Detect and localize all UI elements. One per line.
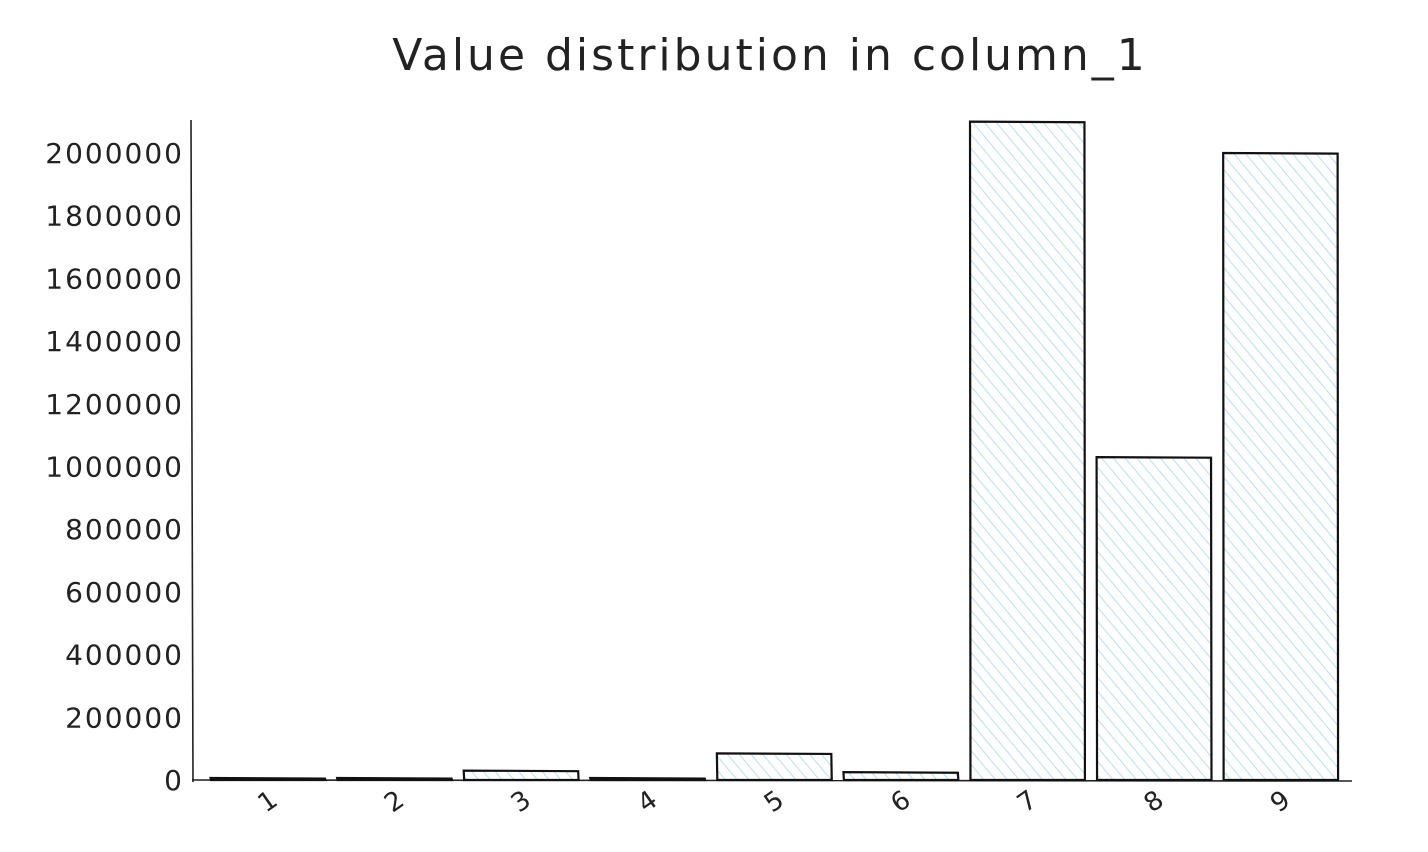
y-tick-label: 2000000 (45, 137, 184, 170)
y-axis-line (190, 119, 194, 783)
bar-3 (464, 770, 579, 780)
x-tick-label: 9 (1265, 785, 1296, 819)
bar-outline-6 (842, 771, 960, 782)
bar-outline-9 (1222, 151, 1340, 782)
y-axis-ticks: 0 200000 400000 600000 800000 1000000 1200000 1… (45, 137, 184, 797)
x-tick-label: 2 (379, 785, 410, 819)
y-tick-label: 1400000 (45, 325, 184, 358)
x-tick-label: 4 (632, 785, 663, 819)
bar-9 (1223, 153, 1338, 780)
x-tick-label: 3 (506, 785, 537, 819)
bar-outline-3 (462, 769, 580, 782)
y-tick-label: 600000 (65, 576, 184, 609)
x-tick-label: 6 (886, 785, 917, 819)
y-tick-label: 800000 (65, 513, 184, 546)
bar-outline-2 (335, 776, 454, 782)
bar-outline-4 (588, 776, 707, 782)
x-tick-label: 5 (759, 785, 790, 819)
y-tick-label: 1200000 (45, 388, 184, 421)
x-axis-ticks: 1 2 3 4 5 6 7 8 9 (253, 785, 1296, 819)
chart-title: Value distribution in column_1 (392, 30, 1148, 81)
y-tick-label: 400000 (65, 639, 184, 672)
bar-8 (1097, 457, 1212, 780)
x-tick-label: 7 (1012, 785, 1043, 819)
bars-group (209, 120, 1340, 782)
y-tick-label: 0 (164, 764, 184, 797)
y-tick-label: 1000000 (45, 451, 184, 484)
bar-outline-5 (715, 752, 833, 782)
x-tick-label: 8 (1139, 785, 1170, 819)
bar-outline-7 (968, 120, 1087, 782)
bar-outline-8 (1095, 455, 1213, 782)
y-tick-label: 1600000 (45, 262, 184, 295)
y-tick-label: 200000 (65, 701, 184, 734)
bar-5 (717, 753, 832, 780)
bar-7 (970, 121, 1085, 780)
bar-outline-1 (209, 776, 327, 782)
x-tick-label: 1 (253, 785, 284, 819)
y-tick-label: 1800000 (45, 200, 184, 233)
bar-6 (843, 772, 958, 780)
